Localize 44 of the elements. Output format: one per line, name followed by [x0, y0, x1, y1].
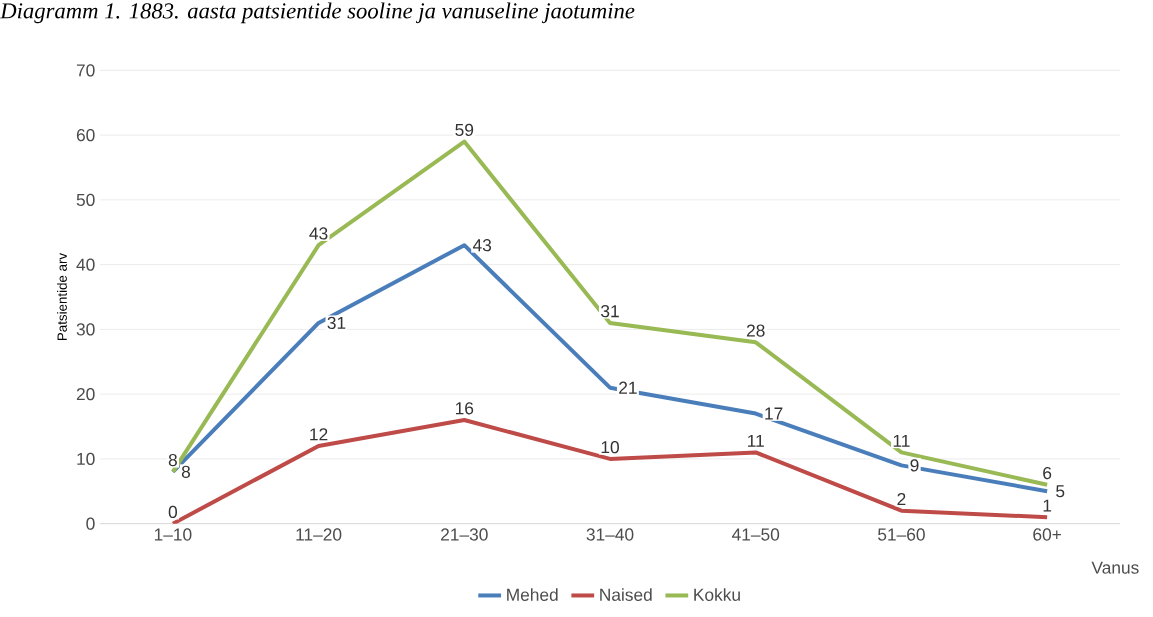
x-tick-label: 11–20	[296, 528, 342, 541]
data-label: 10	[601, 441, 619, 454]
x-axis-title: Vanus	[1091, 561, 1139, 574]
x-tick-label: 21–30	[441, 528, 488, 541]
data-label: 16	[455, 402, 474, 415]
x-tick-label: 60+	[1033, 528, 1061, 541]
data-label: 2	[897, 492, 906, 506]
data-label: 31	[601, 305, 619, 318]
y-axis-title: Patsientide arv	[57, 252, 67, 340]
data-label: 28	[746, 324, 765, 337]
data-label: 43	[309, 227, 328, 240]
y-tick-label: 70	[76, 64, 95, 77]
line-series	[170, 139, 1050, 487]
y-tick-label: 20	[76, 387, 95, 401]
y-tick-label: 30	[76, 323, 95, 336]
line-series	[170, 418, 1050, 524]
y-tick-label: 50	[76, 193, 95, 206]
data-label: 11	[893, 434, 910, 447]
data-label: 6	[1043, 466, 1052, 480]
y-tick-label: 0	[86, 517, 95, 530]
data-label: 9	[910, 459, 919, 472]
data-label: 31	[327, 316, 346, 330]
chart-title: Diagramm 1. 1883. aasta patsientide sooline ja vanuseline jaotumine	[0, 2, 635, 24]
legend-label: Kokku	[694, 588, 740, 601]
data-label: 0	[168, 505, 178, 519]
data-label: 5	[1056, 485, 1065, 498]
data-label: 17	[765, 407, 783, 420]
data-label: 1	[1043, 499, 1052, 512]
x-tick-label: 31–40	[586, 528, 634, 541]
data-label: 12	[310, 428, 328, 441]
data-label: 43	[472, 239, 492, 252]
y-tick-label: 60	[76, 128, 95, 142]
y-tick-label: 40	[76, 258, 95, 271]
legend-label: Mehed	[507, 588, 558, 601]
data-label: 8	[168, 453, 177, 467]
data-label: 21	[619, 381, 637, 394]
x-tick-label: 1–10	[154, 528, 192, 541]
data-label: 59	[455, 123, 474, 136]
y-tick-label: 10	[77, 452, 95, 466]
data-label: 8	[181, 465, 191, 478]
x-tick-label: 41–50	[732, 528, 780, 541]
legend-label: Naised	[600, 588, 652, 601]
x-tick-label: 51–60	[878, 528, 925, 541]
data-label: 11	[748, 434, 764, 447]
